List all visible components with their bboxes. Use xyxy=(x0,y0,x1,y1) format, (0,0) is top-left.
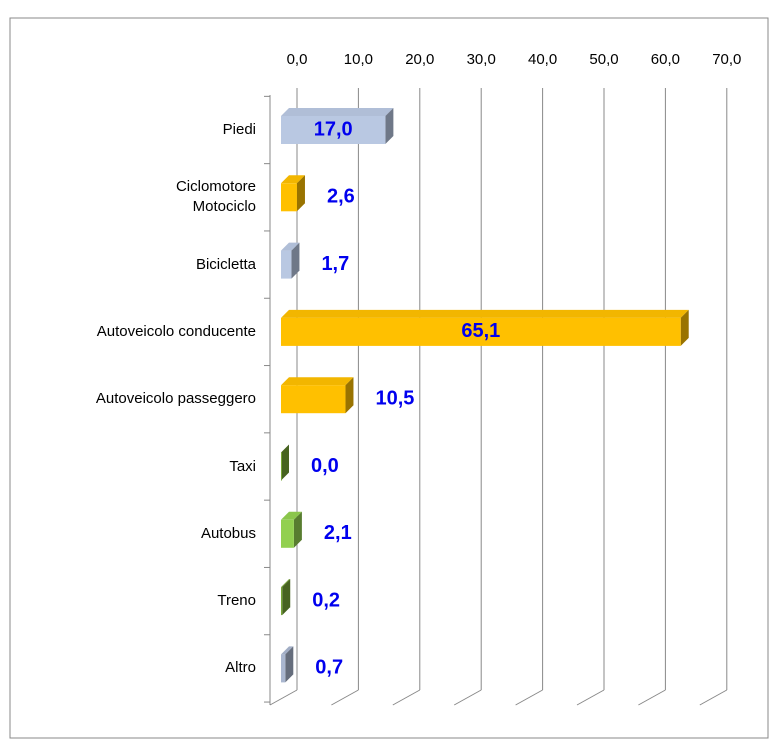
y-tick-label: Autoveicolo conducente xyxy=(96,322,256,340)
bar xyxy=(281,511,302,548)
grid-floor-line xyxy=(392,689,421,706)
data-label: 0,0 xyxy=(311,455,339,477)
grid-floor-line xyxy=(453,689,482,706)
grid-floor-line xyxy=(515,689,543,706)
y-tick-label: Autoveicolo passeggero xyxy=(95,390,256,408)
bar xyxy=(281,309,689,346)
data-label: 2,1 xyxy=(324,522,352,544)
grid-floor-line xyxy=(576,689,605,706)
grid-floor-line xyxy=(699,689,728,706)
data-label: 10,5 xyxy=(375,387,414,409)
data-label: 1,7 xyxy=(321,253,349,275)
bar xyxy=(281,377,354,414)
x-tick-label: 50,0 xyxy=(589,51,618,68)
y-tick-label: Altro xyxy=(225,659,256,677)
x-tick-label: 40,0 xyxy=(528,51,557,68)
y-tick-label: Piedi xyxy=(222,121,256,138)
data-label: 65,1 xyxy=(461,320,500,342)
y-tick-label: Bicicletta xyxy=(195,255,256,273)
x-tick-label: 60,0 xyxy=(651,51,680,68)
bar xyxy=(281,579,291,616)
data-label: 0,2 xyxy=(312,589,340,611)
data-label: 17,0 xyxy=(314,118,353,140)
grid-floor-line xyxy=(638,689,666,706)
bar xyxy=(281,646,294,683)
y-tick-label: Ciclomotore Motociclo xyxy=(175,178,256,216)
x-tick-label: 30,0 xyxy=(467,51,496,68)
bar xyxy=(281,242,300,279)
grid-floor-line xyxy=(269,689,298,706)
data-label: 0,7 xyxy=(315,657,343,679)
bar xyxy=(281,444,289,481)
x-tick-label: 0,0 xyxy=(287,51,308,68)
y-tick-label: Autobus xyxy=(200,524,256,542)
grid-floor-line xyxy=(331,689,359,706)
x-tick-label: 20,0 xyxy=(405,51,434,68)
x-tick-label: 70,0 xyxy=(712,51,741,68)
data-label: 2,6 xyxy=(327,186,355,208)
bar xyxy=(281,175,305,212)
x-tick-label: 10,0 xyxy=(344,51,373,68)
y-tick-label: Treno xyxy=(217,592,256,610)
bar xyxy=(281,108,394,144)
y-tick-label: Taxi xyxy=(229,457,256,475)
